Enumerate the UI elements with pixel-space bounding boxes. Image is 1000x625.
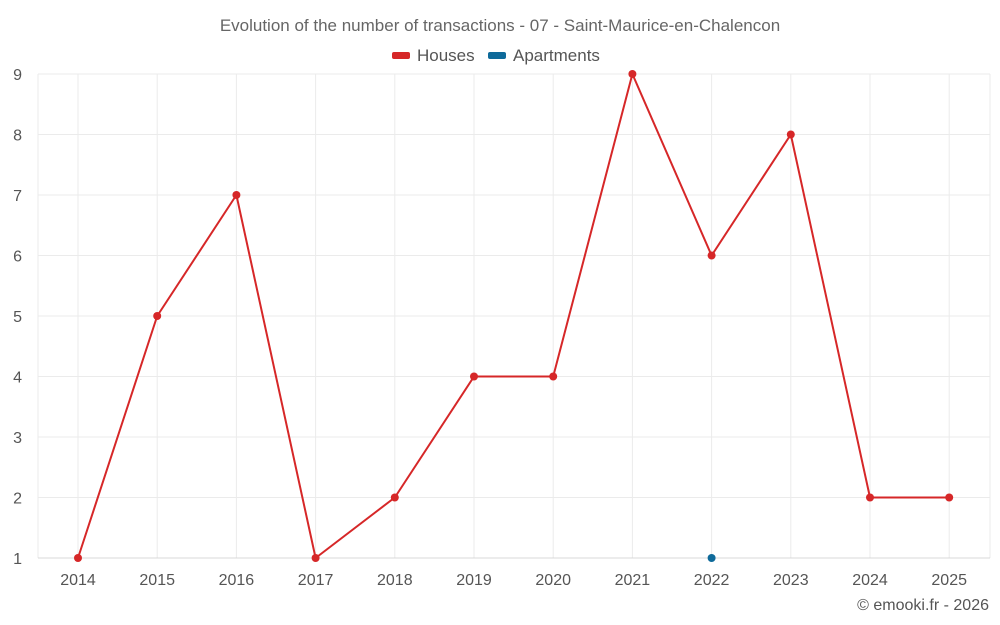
x-tick-label: 2017 — [298, 572, 334, 589]
x-tick-label: 2016 — [219, 572, 255, 589]
data-point-houses[interactable] — [707, 251, 716, 260]
data-point-apartments[interactable] — [707, 554, 716, 562]
data-point-houses[interactable] — [74, 554, 82, 562]
y-tick-label: 4 — [13, 370, 22, 387]
data-point-houses[interactable] — [786, 130, 795, 139]
data-point-houses[interactable] — [311, 554, 320, 562]
y-tick-label: 1 — [13, 551, 22, 568]
data-point-houses[interactable] — [153, 312, 162, 320]
data-point-houses[interactable] — [628, 70, 637, 78]
legend-swatch-houses[interactable] — [392, 52, 410, 59]
axes: 1 2 3 4 5 6 7 8 9 2014 2015 2016 2017 2018 2019 2020 202… — [13, 67, 990, 589]
series-line-houses — [77, 73, 950, 559]
x-tick-label: 2019 — [456, 572, 492, 589]
y-tick-label: 8 — [13, 128, 22, 145]
data-point-houses[interactable] — [232, 191, 241, 199]
x-tick-label: 2018 — [377, 572, 413, 589]
y-tick-label: 7 — [13, 188, 22, 205]
credit-text: © emooki.fr - 2026 — [857, 597, 989, 614]
data-point-houses[interactable] — [549, 372, 558, 381]
x-tick-label: 2021 — [615, 572, 651, 589]
grid — [37, 73, 991, 559]
x-tick-label: 2024 — [852, 572, 888, 589]
y-tick-label: 5 — [13, 309, 22, 326]
y-tick-label: 6 — [13, 249, 22, 266]
data-point-houses[interactable] — [470, 372, 478, 381]
y-tick-label: 3 — [13, 430, 22, 447]
data-point-houses[interactable] — [866, 493, 874, 502]
x-tick-label: 2023 — [773, 572, 809, 589]
x-tick-label: 2015 — [139, 572, 175, 589]
x-tick-label: 2022 — [694, 572, 730, 589]
y-tick-label: 2 — [13, 491, 22, 508]
series — [74, 70, 954, 562]
x-tick-label: 2020 — [535, 572, 571, 589]
legend-label-apartments[interactable]: Apartments — [513, 46, 600, 65]
chart-legend: Houses Apartments — [392, 46, 600, 65]
data-point-houses[interactable] — [945, 493, 954, 502]
x-tick-label: 2025 — [931, 572, 967, 589]
chart-title: Evolution of the number of transactions … — [220, 16, 780, 35]
x-tick-label: 2014 — [60, 572, 96, 589]
y-tick-label: 9 — [13, 67, 22, 84]
legend-label-houses[interactable]: Houses — [417, 46, 475, 65]
legend-swatch-apartments[interactable] — [488, 52, 506, 59]
data-point-houses[interactable] — [390, 493, 399, 502]
